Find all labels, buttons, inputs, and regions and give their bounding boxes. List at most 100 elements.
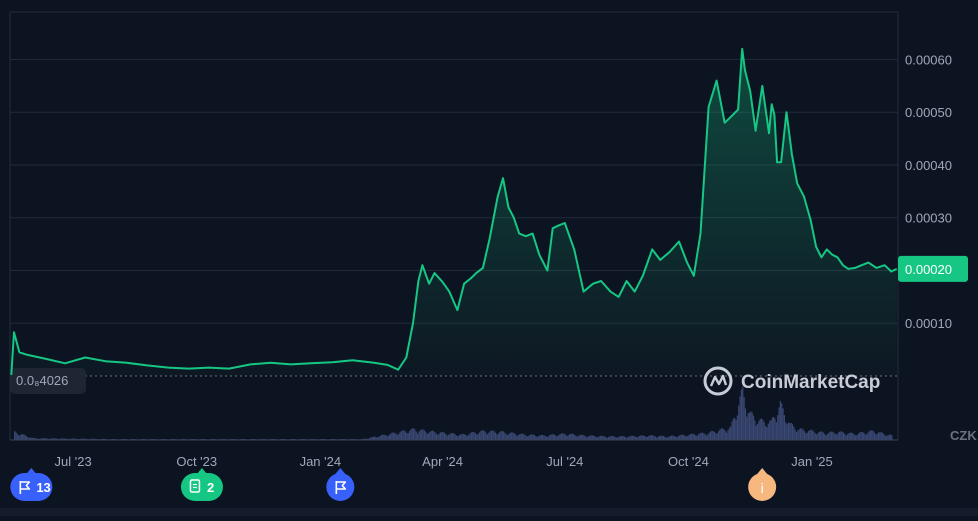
volume-bar xyxy=(630,435,632,440)
volume-bar xyxy=(425,431,427,440)
volume-bar xyxy=(680,434,682,440)
navigator-strip[interactable] xyxy=(0,508,978,516)
volume-bar xyxy=(517,435,520,440)
volume-bar xyxy=(583,435,585,440)
volume-bar xyxy=(504,432,506,440)
volume-bar xyxy=(777,415,779,440)
volume-bar xyxy=(774,418,776,440)
volume-bar xyxy=(627,436,630,440)
volume-bar xyxy=(484,431,486,440)
volume-bar xyxy=(755,425,757,440)
volume-bar xyxy=(752,415,755,440)
volume-bar xyxy=(473,432,475,440)
volume-bar xyxy=(468,434,470,440)
volume-bar xyxy=(509,432,511,440)
event-marker-bubble[interactable] xyxy=(748,473,777,501)
volume-bar xyxy=(605,437,607,440)
volume-bar xyxy=(497,433,499,440)
event-marker[interactable]: i xyxy=(748,468,777,501)
volume-bar xyxy=(395,433,397,440)
volume-bar xyxy=(762,419,764,440)
volume-bar xyxy=(736,415,738,440)
volume-bar xyxy=(485,432,487,440)
volume-bar xyxy=(810,429,812,440)
volume-bar xyxy=(837,432,839,440)
volume-bar xyxy=(881,432,884,440)
x-tick-label: Jan '24 xyxy=(300,454,342,469)
volume-bar xyxy=(722,428,724,440)
volume-bar xyxy=(366,438,368,440)
volume-bar xyxy=(61,438,63,440)
volume-bar xyxy=(14,431,16,440)
volume-bar xyxy=(688,434,690,440)
document-icon xyxy=(189,479,201,493)
price-line xyxy=(10,47,898,375)
volume-bar xyxy=(820,431,822,440)
volume-bar xyxy=(458,435,460,440)
volume-bar xyxy=(888,434,890,440)
volume-bar xyxy=(387,436,389,440)
volume-bar xyxy=(766,427,768,440)
volume-bar xyxy=(47,438,49,440)
volume-bar xyxy=(618,436,620,440)
volume-bar xyxy=(828,432,830,440)
event-marker[interactable]: 2 xyxy=(180,468,223,501)
volume-bar xyxy=(370,437,372,440)
volume-bar xyxy=(852,433,854,440)
volume-bar xyxy=(789,423,791,440)
volume-bar xyxy=(501,431,503,440)
volume-bar xyxy=(531,434,533,440)
volume-bar xyxy=(859,432,861,440)
volume-bar xyxy=(536,437,538,440)
volume-bar xyxy=(797,430,799,440)
volume-bar xyxy=(658,436,661,440)
volume-bar xyxy=(555,435,557,440)
volume-bar xyxy=(779,400,781,440)
volume-bar xyxy=(625,437,627,440)
volume-bar xyxy=(644,435,646,440)
volume-bar xyxy=(51,438,53,440)
volume-bar xyxy=(470,432,472,440)
volume-bar xyxy=(399,432,401,440)
volume-bar xyxy=(645,436,647,440)
event-marker-bubble[interactable] xyxy=(326,473,355,501)
volume-bar xyxy=(423,430,425,440)
info-icon: i xyxy=(761,480,764,496)
volume-bar xyxy=(552,434,554,440)
volume-bar xyxy=(759,418,761,440)
volume-bar xyxy=(834,434,837,440)
volume-bar xyxy=(91,438,94,440)
volume-bar xyxy=(853,434,855,440)
volume-bar xyxy=(564,434,567,440)
volume-bar xyxy=(386,435,388,440)
volume-bar xyxy=(558,435,560,440)
volume-bar xyxy=(668,436,670,440)
volume-bar xyxy=(829,431,831,440)
volume-bar xyxy=(637,436,639,440)
event-marker[interactable]: 13 xyxy=(10,468,53,501)
volume-bar xyxy=(664,436,666,440)
volume-bar xyxy=(791,424,794,440)
volume-bar xyxy=(669,435,671,440)
volume-bar xyxy=(726,432,728,440)
volume-bar xyxy=(607,437,610,440)
volume-bar xyxy=(462,433,464,440)
volume-bar xyxy=(738,405,740,440)
volume-bar xyxy=(587,436,589,440)
volume-bar xyxy=(500,431,502,440)
volume-bar xyxy=(640,435,642,440)
volume-bar xyxy=(476,434,478,440)
volume-bar xyxy=(816,434,818,440)
event-markers[interactable]: 13 2 i xyxy=(10,468,777,501)
event-marker-bubble[interactable] xyxy=(180,473,223,501)
volume-bar xyxy=(520,433,522,440)
volume-bar xyxy=(74,438,76,440)
volume-bar xyxy=(391,432,393,440)
volume-bar xyxy=(885,436,888,440)
volume-bar xyxy=(477,434,479,440)
event-marker[interactable] xyxy=(326,468,355,501)
volume-bar xyxy=(683,434,685,440)
volume-bar xyxy=(435,433,438,440)
volume-bar xyxy=(867,433,869,440)
